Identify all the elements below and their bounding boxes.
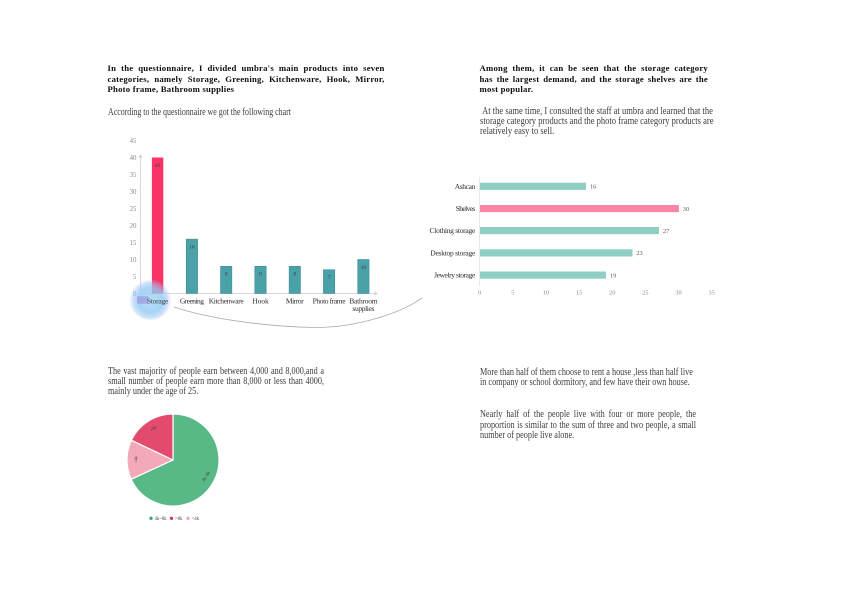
svg-text:40: 40: [155, 163, 161, 169]
svg-text:Greening: Greening: [180, 296, 204, 305]
svg-text:16: 16: [590, 184, 596, 191]
svg-text:Jewelry storage: Jewelry storage: [434, 271, 476, 280]
svg-text:Desktop storage: Desktop storage: [430, 249, 476, 258]
svg-text:10: 10: [130, 257, 137, 264]
svg-text:40: 40: [130, 155, 137, 162]
svg-text:30: 30: [675, 290, 681, 297]
svg-text:20: 20: [609, 290, 615, 297]
svg-text:Bathroom: Bathroom: [349, 296, 378, 305]
svg-text:supplies: supplies: [352, 304, 374, 313]
svg-text:Shelves: Shelves: [456, 204, 476, 213]
svg-text:45: 45: [130, 138, 137, 145]
svg-text:Kitchenware: Kitchenware: [209, 296, 245, 305]
svg-text:8: 8: [225, 272, 228, 278]
svg-text:10: 10: [361, 265, 367, 271]
svg-text:16: 16: [189, 244, 195, 250]
svg-text:15: 15: [576, 290, 582, 297]
svg-text:35: 35: [130, 172, 137, 179]
svg-text:30: 30: [130, 189, 137, 196]
svg-text:25: 25: [642, 290, 648, 297]
svg-text:Hook: Hook: [252, 296, 269, 305]
svg-text:<4k: <4k: [133, 455, 138, 463]
svg-text:35: 35: [709, 290, 715, 297]
svg-text:8: 8: [293, 272, 296, 278]
svg-text:5: 5: [511, 290, 514, 297]
svg-text:>8k: >8k: [149, 424, 158, 432]
svg-text:<4k: <4k: [192, 517, 200, 522]
svg-text:15: 15: [130, 240, 137, 247]
svg-text:Mirror: Mirror: [286, 296, 304, 305]
svg-text:Clothing storage: Clothing storage: [430, 226, 476, 235]
svg-text:4k~8k: 4k~8k: [155, 517, 168, 522]
svg-text:Ashcan: Ashcan: [455, 182, 476, 191]
svg-text:20: 20: [130, 223, 137, 230]
svg-text:>8k: >8k: [175, 517, 183, 522]
svg-text:4k~8k: 4k~8k: [201, 470, 212, 483]
svg-text:10: 10: [543, 290, 549, 297]
svg-text:0: 0: [478, 290, 481, 297]
svg-text:8: 8: [259, 272, 262, 278]
svg-text:Photo frame: Photo frame: [313, 296, 347, 305]
svg-text:30: 30: [683, 206, 689, 213]
svg-text:5: 5: [133, 274, 137, 281]
svg-text:23: 23: [636, 250, 642, 257]
svg-text:19: 19: [610, 272, 616, 279]
svg-text:Storage: Storage: [147, 296, 169, 305]
svg-text:7: 7: [328, 275, 331, 281]
svg-text:27: 27: [663, 228, 669, 235]
svg-text:25: 25: [130, 206, 137, 213]
